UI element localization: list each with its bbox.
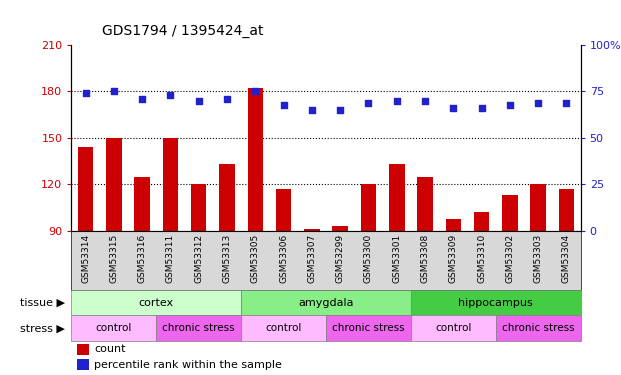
Text: GSM53310: GSM53310: [477, 234, 486, 283]
Point: [448, 105, 458, 111]
Text: chronic stress: chronic stress: [332, 323, 405, 333]
Text: GDS1794 / 1395424_at: GDS1794 / 1395424_at: [102, 24, 264, 38]
Text: amygdala: amygdala: [298, 298, 354, 308]
Text: GSM53315: GSM53315: [109, 234, 119, 283]
Point: [533, 100, 543, 106]
Bar: [219, 164, 235, 231]
Bar: [134, 177, 150, 231]
Point: [109, 88, 119, 94]
Text: count: count: [94, 344, 126, 354]
Text: GSM53303: GSM53303: [533, 234, 543, 283]
Point: [307, 107, 317, 113]
Text: stress ▶: stress ▶: [20, 323, 65, 333]
Point: [165, 92, 175, 98]
Text: GSM53307: GSM53307: [307, 234, 316, 283]
Bar: [191, 184, 207, 231]
Text: cortex: cortex: [138, 298, 174, 308]
Bar: [71, 290, 241, 315]
Bar: [71, 231, 581, 290]
Text: GSM53305: GSM53305: [251, 234, 260, 283]
Point: [250, 88, 260, 94]
Bar: [156, 315, 241, 341]
Point: [420, 98, 430, 104]
Text: GSM53300: GSM53300: [364, 234, 373, 283]
Point: [561, 100, 571, 106]
Text: GSM53313: GSM53313: [222, 234, 232, 283]
Bar: [411, 315, 496, 341]
Bar: [332, 226, 348, 231]
Bar: [276, 189, 291, 231]
Point: [279, 102, 289, 108]
Bar: [502, 195, 518, 231]
Text: GSM53311: GSM53311: [166, 234, 175, 283]
Bar: [530, 184, 546, 231]
Bar: [76, 344, 89, 354]
Bar: [71, 315, 156, 341]
Bar: [78, 147, 93, 231]
Text: control: control: [96, 323, 132, 333]
Bar: [76, 359, 89, 370]
Bar: [163, 138, 178, 231]
Point: [335, 107, 345, 113]
Text: GSM53314: GSM53314: [81, 234, 90, 283]
Bar: [248, 88, 263, 231]
Text: GSM53316: GSM53316: [138, 234, 147, 283]
Text: control: control: [265, 323, 302, 333]
Bar: [241, 290, 411, 315]
Bar: [445, 219, 461, 231]
Bar: [326, 315, 411, 341]
Bar: [496, 315, 581, 341]
Text: chronic stress: chronic stress: [502, 323, 574, 333]
Bar: [389, 164, 404, 231]
Point: [505, 102, 515, 108]
Text: control: control: [435, 323, 471, 333]
Bar: [417, 177, 433, 231]
Point: [477, 105, 487, 111]
Text: chronic stress: chronic stress: [163, 323, 235, 333]
Point: [392, 98, 402, 104]
Text: GSM53304: GSM53304: [562, 234, 571, 283]
Text: GSM53309: GSM53309: [449, 234, 458, 283]
Bar: [304, 230, 320, 231]
Bar: [474, 212, 489, 231]
Point: [81, 90, 91, 96]
Text: GSM53299: GSM53299: [336, 234, 345, 283]
Bar: [411, 290, 581, 315]
Point: [222, 96, 232, 102]
Text: GSM53312: GSM53312: [194, 234, 203, 283]
Point: [194, 98, 204, 104]
Bar: [559, 189, 574, 231]
Point: [137, 96, 147, 102]
Text: tissue ▶: tissue ▶: [20, 298, 65, 308]
Bar: [241, 315, 326, 341]
Text: percentile rank within the sample: percentile rank within the sample: [94, 360, 282, 369]
Text: GSM53306: GSM53306: [279, 234, 288, 283]
Bar: [106, 138, 122, 231]
Text: GSM53302: GSM53302: [505, 234, 514, 283]
Text: GSM53301: GSM53301: [392, 234, 401, 283]
Point: [363, 100, 373, 106]
Text: hippocampus: hippocampus: [458, 298, 533, 308]
Bar: [361, 184, 376, 231]
Text: GSM53308: GSM53308: [420, 234, 430, 283]
